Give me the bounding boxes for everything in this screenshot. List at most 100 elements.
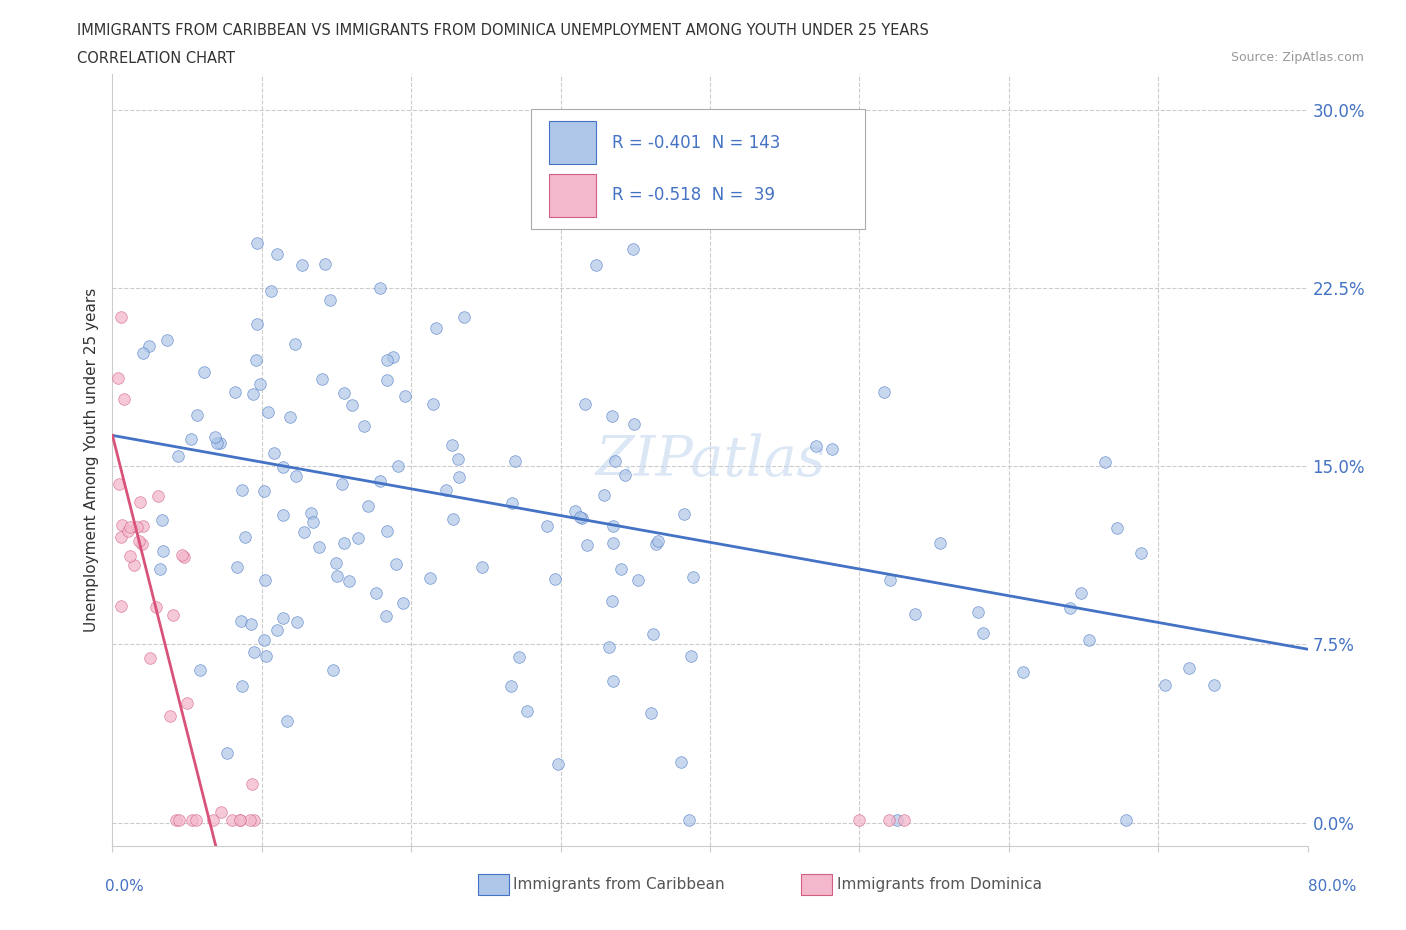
Point <box>593 487 616 502</box>
Point <box>246 317 269 332</box>
Point <box>299 505 322 520</box>
Point <box>271 610 294 625</box>
Point <box>340 398 363 413</box>
Point <box>311 371 333 386</box>
FancyBboxPatch shape <box>548 174 596 217</box>
Point <box>287 615 309 630</box>
Point <box>240 617 263 631</box>
Point <box>243 813 266 828</box>
Point <box>564 504 586 519</box>
Point <box>394 389 416 404</box>
Point <box>253 484 276 498</box>
Point <box>368 281 391 296</box>
Point <box>623 242 645 257</box>
Point <box>1059 601 1081 616</box>
Point <box>181 813 204 828</box>
Point <box>188 663 211 678</box>
Point <box>302 515 325 530</box>
Point <box>138 339 160 353</box>
Point <box>266 622 288 637</box>
Point <box>240 777 263 791</box>
Point <box>205 435 228 450</box>
Point <box>330 476 353 491</box>
Point <box>186 408 208 423</box>
Point <box>453 310 475 325</box>
Point <box>972 626 994 641</box>
Point <box>120 520 142 535</box>
Point <box>347 531 370 546</box>
Point <box>381 350 404 365</box>
Point <box>128 533 150 548</box>
Point <box>669 754 692 769</box>
Point <box>260 284 283 299</box>
Point <box>425 321 447 336</box>
Point <box>375 353 398 368</box>
Point <box>613 468 636 483</box>
Text: R = -0.518  N =  39: R = -0.518 N = 39 <box>612 186 775 205</box>
Point <box>1129 546 1152 561</box>
Point <box>231 483 253 498</box>
Point <box>387 458 409 473</box>
Point <box>574 397 596 412</box>
Point <box>501 679 523 694</box>
Point <box>221 813 243 828</box>
Point <box>591 208 613 223</box>
Point <box>626 572 648 587</box>
Point <box>569 510 592 525</box>
Point <box>375 373 398 388</box>
Point <box>893 813 915 828</box>
Point <box>679 649 702 664</box>
Point <box>1204 678 1226 693</box>
Point <box>434 483 457 498</box>
Point <box>249 377 271 392</box>
Point <box>879 572 901 587</box>
Point <box>110 529 132 544</box>
Point <box>271 459 294 474</box>
Point <box>1154 677 1177 692</box>
Point <box>243 645 266 660</box>
Point <box>503 454 526 469</box>
Point <box>575 538 598 552</box>
Text: CORRELATION CHART: CORRELATION CHART <box>77 51 235 66</box>
Point <box>204 430 226 445</box>
Point <box>1107 521 1129 536</box>
Point <box>804 439 827 454</box>
Point <box>419 571 441 586</box>
Point <box>543 572 565 587</box>
Point <box>536 519 558 534</box>
Point <box>441 438 464 453</box>
Point <box>118 549 141 564</box>
Point <box>122 557 145 572</box>
Text: Immigrants from Dominica: Immigrants from Dominica <box>837 877 1042 892</box>
Point <box>447 451 470 466</box>
Point <box>108 477 131 492</box>
Point <box>231 679 253 694</box>
Point <box>602 673 624 688</box>
Point <box>904 606 927 621</box>
Point <box>208 435 231 450</box>
Point <box>112 392 135 406</box>
Point <box>131 537 153 551</box>
Point <box>1094 455 1116 470</box>
Point <box>111 518 134 533</box>
Point <box>276 713 298 728</box>
Point <box>886 813 908 828</box>
Point <box>245 352 267 367</box>
Point <box>229 614 252 629</box>
Point <box>471 560 494 575</box>
Point <box>1070 586 1092 601</box>
Y-axis label: Unemployment Among Youth under 25 years: Unemployment Among Youth under 25 years <box>84 288 100 632</box>
Point <box>645 537 668 551</box>
Point <box>322 663 344 678</box>
Point <box>145 600 167 615</box>
Point <box>391 595 413 610</box>
Point <box>254 573 277 588</box>
Point <box>132 519 155 534</box>
Point <box>516 704 538 719</box>
Point <box>449 470 471 485</box>
Text: Source: ZipAtlas.com: Source: ZipAtlas.com <box>1230 51 1364 64</box>
Point <box>640 706 662 721</box>
Point <box>149 562 172 577</box>
Point <box>848 813 870 828</box>
Point <box>422 396 444 411</box>
